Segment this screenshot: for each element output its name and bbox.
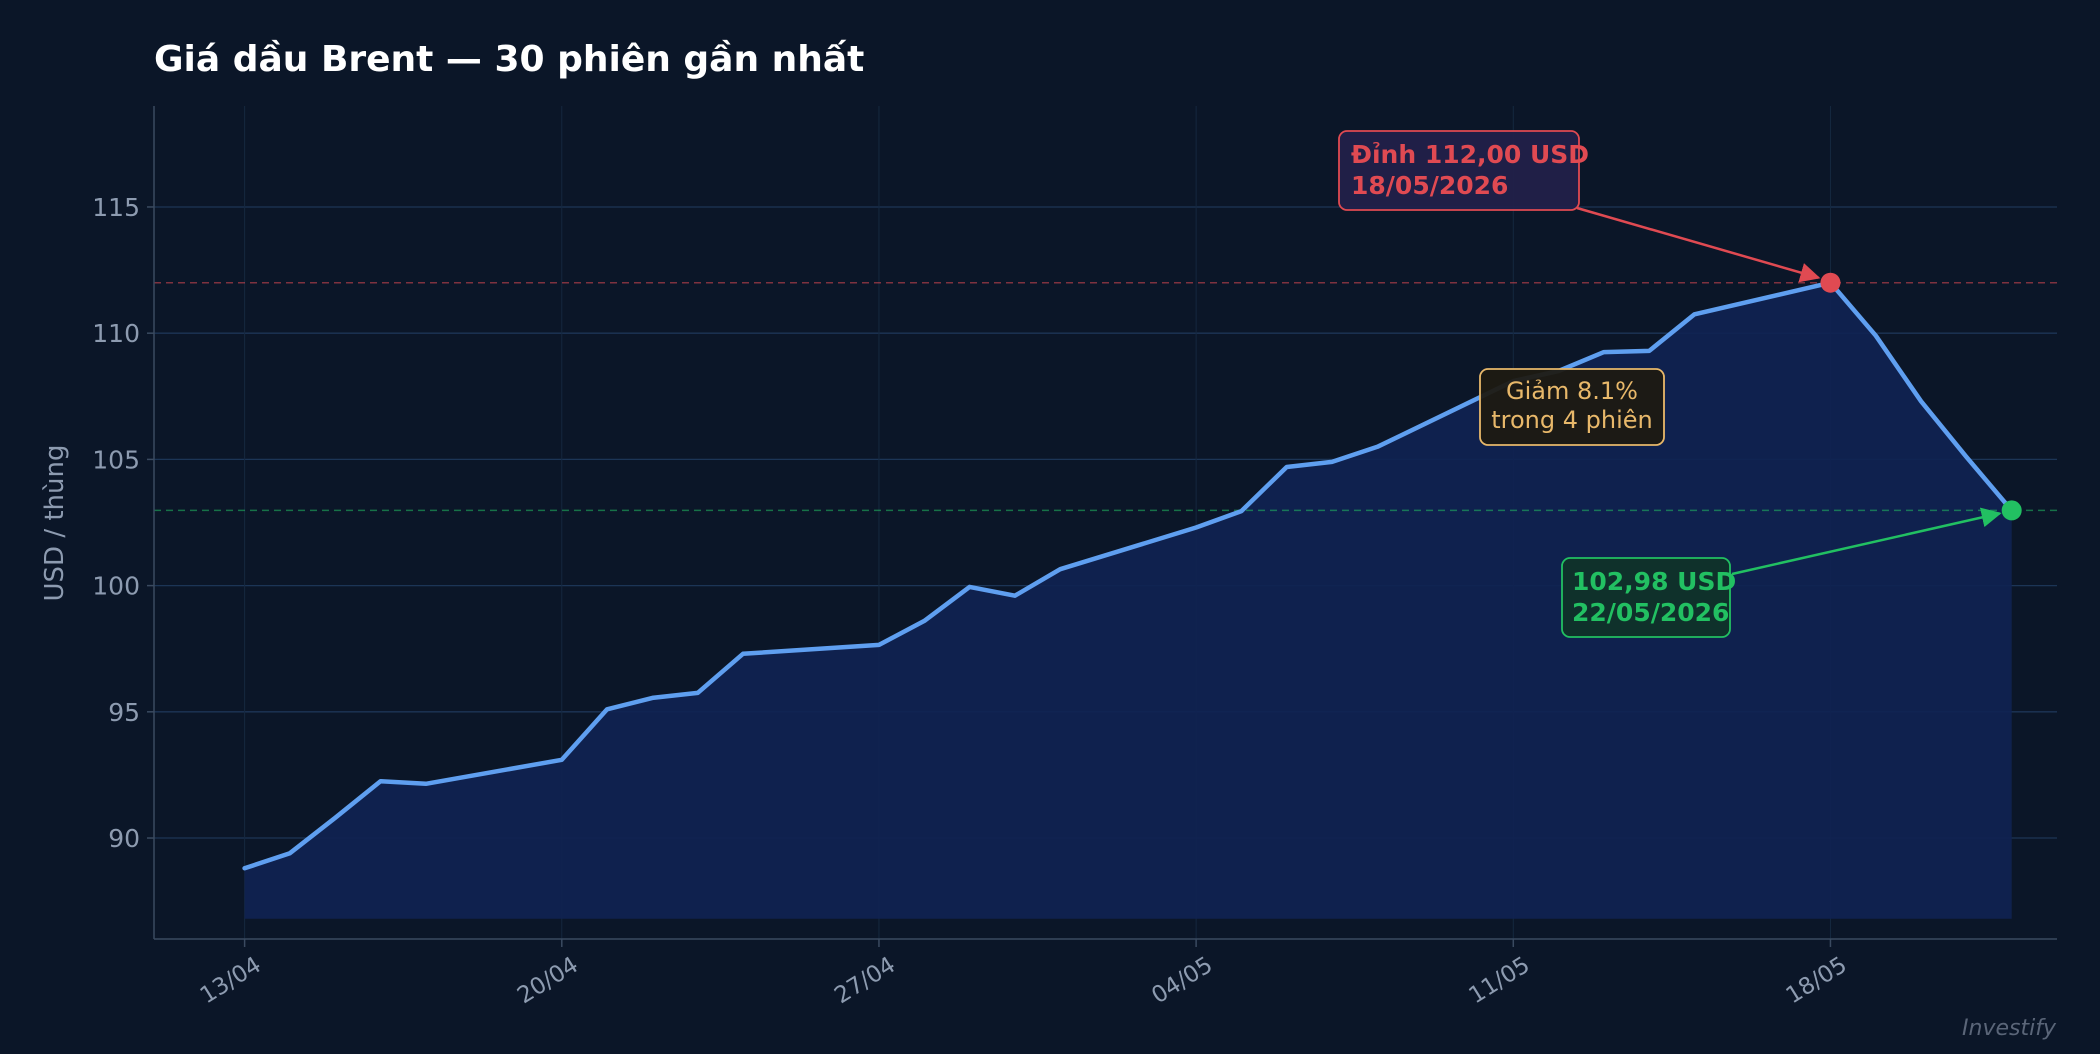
drop-label-text: trong 4 phiên bbox=[1491, 406, 1653, 434]
data-point bbox=[1964, 454, 1969, 459]
peak-label-text: 18/05/2026 bbox=[1351, 171, 1508, 200]
reference-lines bbox=[154, 281, 2057, 512]
data-point bbox=[922, 618, 927, 623]
drop-label-box bbox=[1479, 368, 1665, 446]
data-point bbox=[559, 757, 564, 762]
data-point bbox=[1647, 348, 1652, 353]
peak-marker bbox=[1820, 272, 1841, 293]
data-point bbox=[333, 815, 338, 820]
chart-title: Giá dầu Brent — 30 phiên gần nhất bbox=[154, 39, 864, 80]
data-point bbox=[242, 866, 247, 871]
drop-label-text: Giảm 8.1% bbox=[1506, 377, 1638, 405]
y-tick-label: 100 bbox=[92, 572, 140, 601]
data-point bbox=[605, 707, 610, 712]
data-point bbox=[1919, 399, 1924, 404]
y-axis-label: USD / thùng bbox=[40, 445, 70, 602]
line-layer bbox=[242, 280, 2014, 871]
data-point bbox=[1012, 593, 1017, 598]
y-tick-label: 110 bbox=[92, 319, 140, 348]
data-point bbox=[1284, 464, 1289, 469]
data-point bbox=[695, 690, 700, 695]
data-point bbox=[1692, 312, 1697, 317]
last-arrow bbox=[1731, 507, 2002, 576]
data-point bbox=[1601, 350, 1606, 355]
last-label-text: 102,98 USD bbox=[1572, 567, 1736, 596]
data-point bbox=[1330, 459, 1335, 464]
y-tick-label: 95 bbox=[108, 698, 140, 727]
peak-arrow bbox=[1576, 206, 1821, 283]
data-point bbox=[1058, 567, 1063, 572]
data-point bbox=[1873, 333, 1878, 338]
data-point bbox=[650, 695, 655, 700]
data-point bbox=[741, 651, 746, 656]
data-point bbox=[876, 642, 881, 647]
data-point bbox=[1375, 444, 1380, 449]
y-tick-label: 90 bbox=[108, 824, 140, 853]
last-marker bbox=[2001, 500, 2022, 521]
y-tick-label: 105 bbox=[92, 445, 140, 474]
data-point bbox=[378, 779, 383, 784]
last-label-box bbox=[1561, 557, 1731, 638]
data-point bbox=[1194, 525, 1199, 530]
peak-label-text: Đỉnh 112,00 USD bbox=[1351, 140, 1589, 169]
y-tick-label: 115 bbox=[92, 193, 140, 222]
data-point bbox=[287, 851, 292, 856]
data-point bbox=[1239, 509, 1244, 514]
last-label-text: 22/05/2026 bbox=[1572, 598, 1729, 627]
watermark: Investify bbox=[1962, 1016, 2057, 1041]
data-point bbox=[967, 584, 972, 589]
series-line bbox=[242, 280, 2014, 871]
data-point bbox=[423, 781, 428, 786]
peak-label-box bbox=[1338, 130, 1580, 211]
